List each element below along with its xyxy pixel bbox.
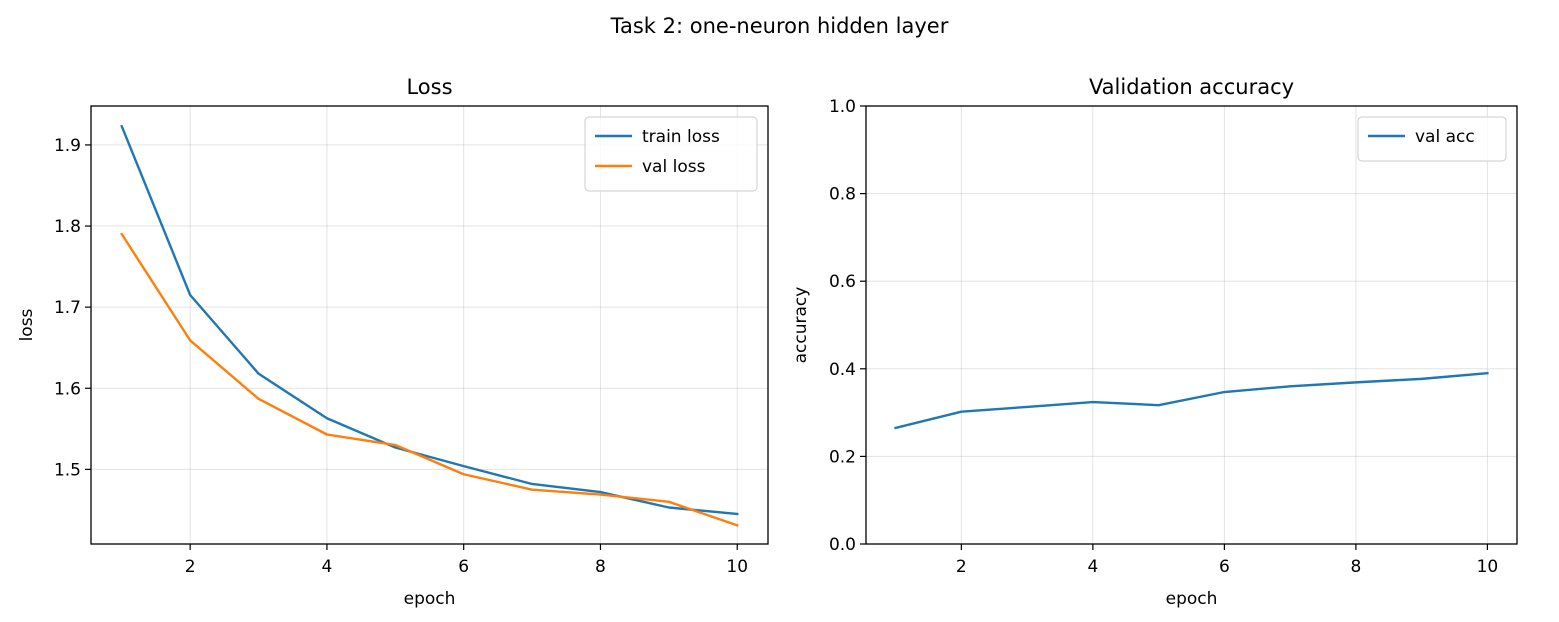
x-axis-label: epoch (404, 589, 456, 609)
legend-label: val loss (642, 157, 706, 177)
x-tick-label: 6 (1219, 557, 1230, 577)
x-tick-label: 8 (1350, 557, 1361, 577)
plot-frame-loss (90, 105, 769, 545)
chart-title-loss: Loss (406, 75, 452, 99)
legend-box (1357, 116, 1507, 162)
x-tick-label: 4 (1087, 557, 1098, 577)
x-tick-label: 10 (1477, 557, 1499, 577)
y-tick-label: 1.7 (54, 298, 81, 318)
x-tick-label: 2 (185, 557, 196, 577)
y-tick-label: 0.8 (829, 185, 856, 205)
y-axis-label: loss (17, 308, 37, 341)
series-line-val-loss (120, 232, 739, 527)
y-tick-label: 1.6 (54, 379, 81, 399)
y-tick-label: 1.9 (54, 136, 81, 156)
plots-container: 2 4 6 8 10 1.5 1.6 1.7 1.8 1.9 Loss epoch loss train … (17, 75, 1518, 609)
figure-title: Task 2: one-neuron hidden layer (610, 14, 949, 38)
y-tick-label: 1.5 (54, 460, 81, 480)
panel-loss: 2 4 6 8 10 1.5 1.6 1.7 1.8 1.9 Loss epoch loss train … (17, 75, 769, 609)
y-axis-label: accuracy (791, 287, 811, 364)
x-tick-label: 10 (726, 557, 748, 577)
y-tick-label: 0.4 (829, 360, 856, 380)
y-tick-label: 0.6 (829, 272, 856, 292)
series-line-train-loss (120, 124, 739, 516)
x-tick-label: 6 (458, 557, 469, 577)
legend-label: train loss (642, 127, 720, 147)
legend-accuracy: val acc (1357, 116, 1507, 162)
y-tick-label: 1.0 (829, 97, 856, 117)
chart-title-accuracy: Validation accuracy (1089, 75, 1294, 99)
x-tick-label: 2 (956, 557, 967, 577)
x-axis-label: epoch (1166, 589, 1218, 609)
y-tick-label: 0.0 (829, 535, 856, 555)
legend-loss: train loss val loss (584, 116, 758, 192)
legend-label: val acc (1415, 127, 1475, 147)
x-tick-label: 8 (595, 557, 606, 577)
panel-accuracy: 2 4 6 8 10 0.0 0.2 0.4 0.6 0.8 1.0 Validation accur… (791, 75, 1518, 609)
y-tick-label: 1.8 (54, 217, 81, 237)
y-tick-label: 0.2 (829, 447, 856, 467)
x-tick-label: 4 (322, 557, 333, 577)
series-line-val-acc (894, 371, 1489, 430)
grid-accuracy (866, 105, 1517, 545)
plot-frame-accuracy (865, 105, 1518, 545)
